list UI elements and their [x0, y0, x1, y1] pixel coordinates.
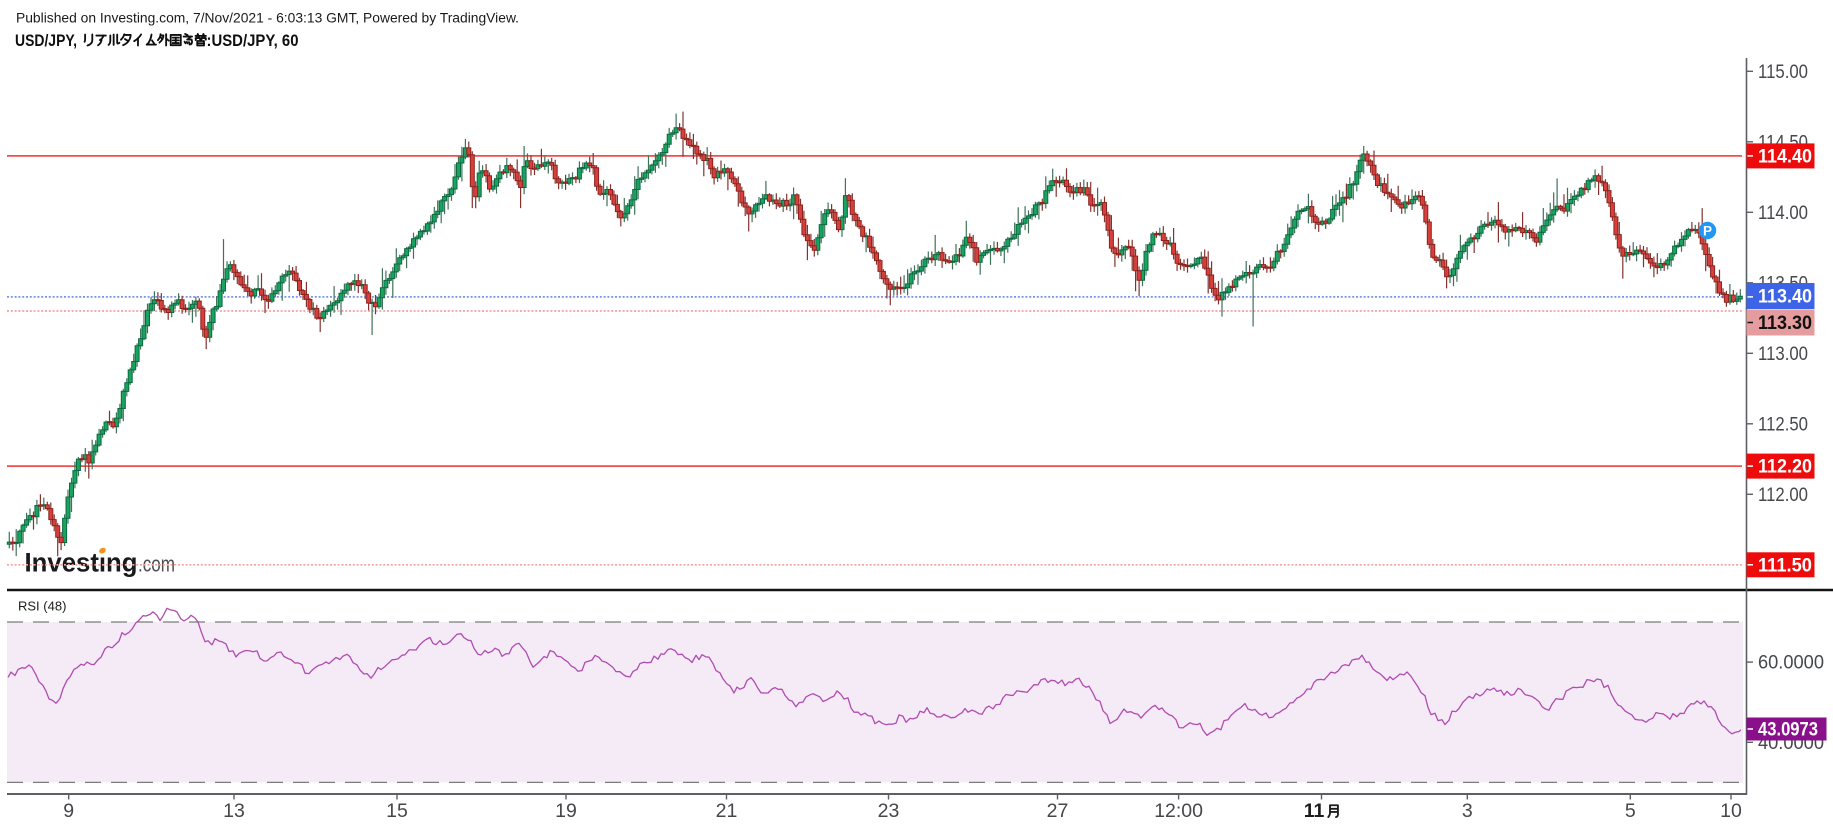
svg-text:13: 13	[223, 800, 245, 822]
svg-text:RSI (48): RSI (48)	[18, 599, 66, 614]
svg-text:9: 9	[63, 800, 74, 822]
svg-text:112.20: 112.20	[1758, 456, 1812, 478]
svg-text:5: 5	[1625, 800, 1636, 822]
svg-text:Investıng: Investıng	[25, 548, 138, 578]
svg-text:23: 23	[878, 800, 900, 822]
svg-text:12:00: 12:00	[1154, 800, 1203, 822]
svg-text:USD/JPY,: USD/JPY,	[15, 31, 77, 50]
svg-text::USD/JPY, 60: :USD/JPY, 60	[207, 31, 299, 50]
svg-text:Published on Investing.com, 7/: Published on Investing.com, 7/Nov/2021 -…	[16, 10, 519, 26]
svg-text:3: 3	[1462, 800, 1473, 822]
svg-text:19: 19	[555, 800, 577, 822]
svg-text:10: 10	[1720, 800, 1742, 822]
svg-text:113.00: 113.00	[1758, 343, 1808, 365]
svg-text:114.00: 114.00	[1758, 202, 1808, 224]
svg-text:21: 21	[716, 800, 738, 822]
svg-text:113.30: 113.30	[1758, 312, 1812, 334]
svg-text:P: P	[1703, 224, 1712, 239]
svg-text:112.00: 112.00	[1758, 484, 1808, 506]
svg-text:27: 27	[1047, 800, 1069, 822]
svg-text:60.0000: 60.0000	[1758, 652, 1824, 674]
svg-text:112.50: 112.50	[1758, 413, 1808, 435]
svg-text:11: 11	[1304, 800, 1325, 822]
svg-text:111.50: 111.50	[1758, 554, 1812, 576]
svg-text:15: 15	[386, 800, 408, 822]
svg-text:115.00: 115.00	[1758, 61, 1808, 83]
svg-text:114.40: 114.40	[1758, 145, 1812, 167]
svg-text:113.40: 113.40	[1758, 286, 1812, 308]
svg-text:43.0973: 43.0973	[1758, 719, 1818, 741]
